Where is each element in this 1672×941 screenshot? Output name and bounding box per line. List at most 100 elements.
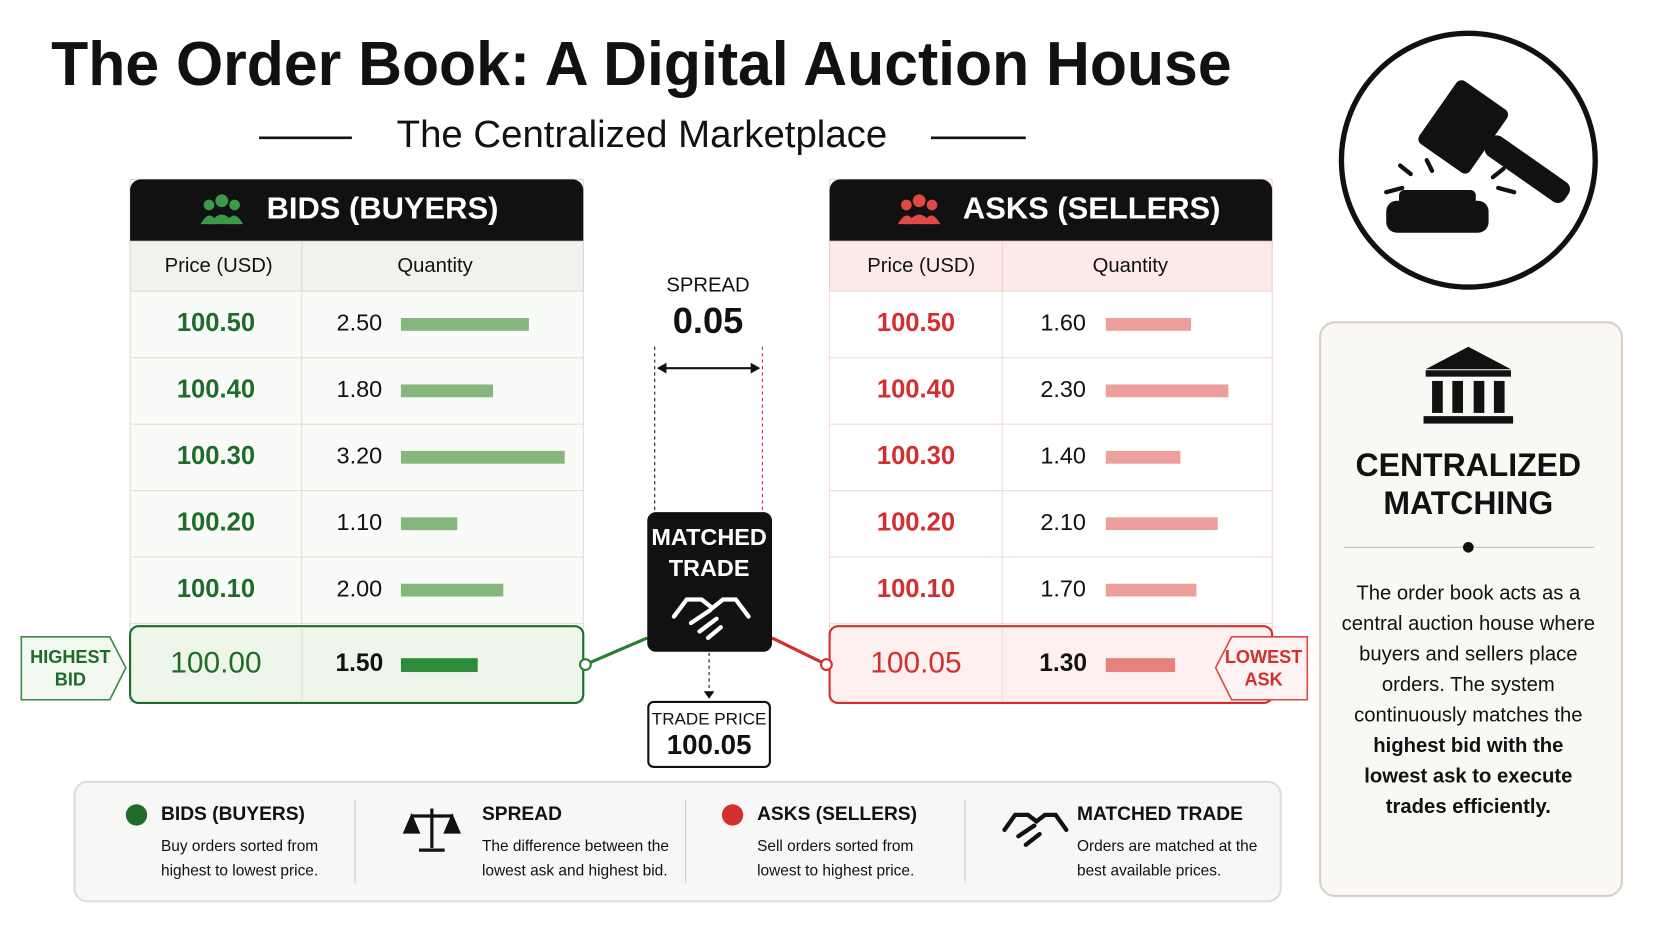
- title: The Order Book: A Digital Auction House: [51, 30, 1231, 99]
- legend-dot: [721, 804, 744, 826]
- price: 100.40: [877, 376, 955, 404]
- matched-label: TRADE: [669, 555, 750, 581]
- table-title: BIDS (BUYERS): [267, 190, 499, 225]
- people-icon: [200, 194, 244, 225]
- scale-icon: [402, 808, 461, 852]
- quantity: 2.50: [337, 310, 383, 336]
- quantity-bar: [400, 450, 565, 464]
- best-price: 100.00: [170, 646, 261, 679]
- panel-text: The order book acts as a: [1356, 583, 1581, 605]
- quantity-bar: [1105, 384, 1229, 398]
- arrow-head: [703, 691, 715, 699]
- quantity: 2.30: [1040, 376, 1086, 402]
- panel-text: buyers and sellers place: [1359, 644, 1577, 666]
- quantity-bar: [1105, 318, 1192, 331]
- quantity-bar: [400, 517, 458, 531]
- quantity-bar: [1105, 450, 1181, 464]
- panel-title: CENTRALIZED: [1356, 447, 1582, 483]
- panel-body: The order book acts as a central auction …: [1342, 583, 1595, 818]
- tag-text: HIGHEST: [30, 647, 111, 667]
- panel-title: MATCHING: [1383, 485, 1553, 521]
- spread-value: 0.05: [673, 300, 744, 341]
- legend-text: best available prices.: [1077, 863, 1221, 880]
- handshake-icon: [1002, 812, 1069, 847]
- legend-items: BIDS (BUYERS) Buy orders sorted from highe…: [161, 804, 1257, 880]
- column-label: Price (USD): [867, 255, 975, 277]
- side-panel: [1319, 321, 1623, 898]
- connector-dot: [579, 658, 592, 671]
- row: [129, 556, 584, 625]
- legend-title: SPREAD: [482, 804, 562, 825]
- price: 100.20: [177, 508, 255, 536]
- row: [129, 490, 584, 558]
- quantity-bar: [400, 583, 504, 597]
- tag: [20, 636, 127, 701]
- quantity-bar: [400, 384, 494, 398]
- panel-text: highest bid with the: [1373, 735, 1563, 757]
- quantity: 1.40: [1040, 442, 1086, 468]
- quantity-bar: [1105, 517, 1218, 531]
- legend-text: lowest to highest price.: [757, 863, 914, 880]
- legend-text: Orders are matched at the: [1077, 838, 1257, 855]
- quantity-bar: [1105, 583, 1197, 597]
- matched-box: [647, 512, 773, 652]
- people-icon: [897, 194, 941, 225]
- price: 100.50: [877, 309, 955, 337]
- trade-price-value: 100.05: [667, 729, 752, 760]
- asks-table: ASKS (SELLERS) Price (USD) Quantity 100.…: [828, 178, 1274, 705]
- tag-text: LOWEST: [1225, 647, 1302, 667]
- row: [829, 556, 1273, 625]
- tag: [1214, 636, 1309, 701]
- legend-text: lowest ask and highest bid.: [482, 863, 668, 880]
- table-header: [130, 179, 584, 242]
- quantity: 3.20: [337, 442, 383, 468]
- price: 100.50: [177, 309, 255, 337]
- table-header: [829, 179, 1273, 242]
- price: 100.30: [177, 442, 255, 470]
- tag-text: BID: [55, 669, 86, 689]
- row: [829, 290, 1273, 359]
- table-title: ASKS (SELLERS): [963, 190, 1221, 225]
- price: 100.40: [177, 376, 255, 404]
- legend-dividers: [354, 799, 966, 884]
- spread-arrow: [654, 346, 763, 513]
- trade-price-label: TRADE PRICE: [652, 710, 767, 729]
- connector: [584, 636, 648, 667]
- trade-price-box: [647, 700, 771, 769]
- quantity-bar: [400, 318, 529, 331]
- panel-text: central auction house where: [1342, 613, 1595, 635]
- quantity: 2.00: [337, 575, 383, 601]
- spread-label: SPREAD: [666, 274, 749, 296]
- price: 100.10: [177, 575, 255, 603]
- best-quantity: 1.50: [335, 650, 383, 677]
- connector-dot: [820, 658, 833, 671]
- quantity: 1.80: [337, 376, 383, 402]
- legend-text: Sell orders sorted from: [757, 838, 913, 855]
- bank-icon: [1423, 346, 1514, 424]
- quantity-bar: [1105, 658, 1176, 673]
- panel-dot: [1463, 541, 1474, 553]
- quantity: 2.10: [1040, 509, 1086, 535]
- row: [129, 357, 584, 425]
- legend: [73, 780, 1282, 903]
- column-label: Quantity: [1093, 255, 1169, 277]
- bids-table: BIDS (BUYERS) Price (USD) Quantity 100.5…: [129, 178, 585, 705]
- legend-text: Buy orders sorted from: [161, 838, 318, 855]
- quantity-bar: [400, 658, 478, 673]
- panel-text: orders. The system: [1382, 674, 1555, 696]
- legend-text: highest to lowest price.: [161, 863, 318, 880]
- tag-text: ASK: [1244, 669, 1282, 689]
- best-price: 100.05: [870, 646, 961, 679]
- price: 100.10: [877, 575, 955, 603]
- gavel-icon: [1338, 30, 1598, 290]
- legend-dot: [125, 804, 148, 826]
- matched-label: MATCHED: [651, 524, 766, 550]
- quantity: 1.60: [1040, 310, 1086, 336]
- panel-text: lowest ask to execute: [1364, 766, 1572, 788]
- quantity: 1.10: [337, 509, 383, 535]
- legend-title: MATCHED TRADE: [1077, 804, 1243, 825]
- column-header: [829, 240, 1273, 292]
- quantity: 1.70: [1040, 575, 1086, 601]
